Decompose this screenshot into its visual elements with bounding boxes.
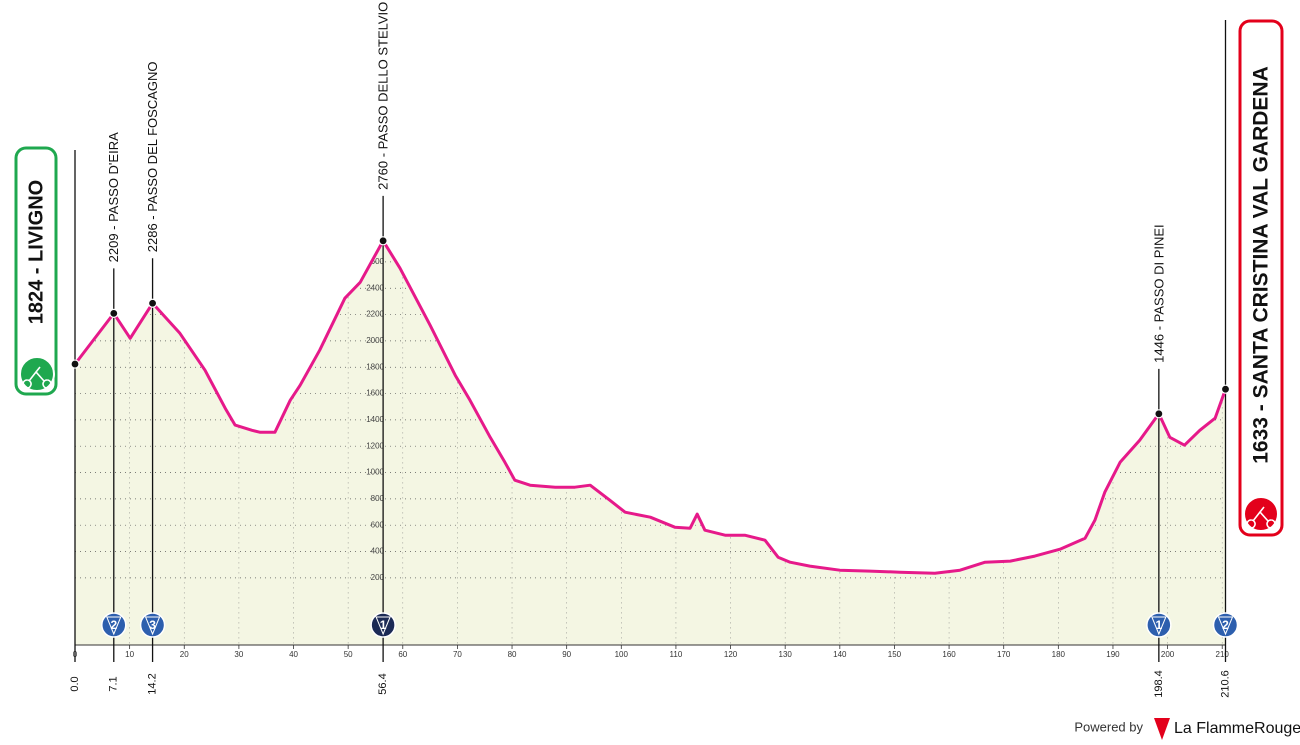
y-tick-label: 1600 (366, 389, 384, 398)
category-label: 1 (380, 618, 387, 632)
x-tick-label: 180 (1052, 650, 1066, 659)
bike-icon (1246, 506, 1276, 529)
powered-by: Powered by (1074, 719, 1143, 734)
x-tick-label: 20 (180, 650, 189, 659)
summit-dot (1220, 384, 1231, 394)
start-box (14, 146, 58, 396)
climb-label: 2760 - PASSO DELLO STELVIO (376, 2, 391, 190)
x-tick-label: 120 (724, 650, 738, 659)
y-tick-label: 2600 (366, 257, 384, 266)
x-tick-label: 70 (453, 650, 462, 659)
summit-dot (109, 308, 119, 318)
y-tick-label: 200 (371, 573, 385, 582)
x-tick-label: 210 (1216, 650, 1230, 659)
x-tick-label: 90 (562, 650, 571, 659)
profile-area (75, 240, 1226, 646)
km-label: 210.6 (1219, 670, 1231, 698)
brand-logo (1154, 718, 1170, 740)
start-label: 1824 - LIVIGNO (25, 180, 47, 325)
y-tick-label: 800 (371, 494, 385, 503)
y-tick-label: 1400 (366, 415, 384, 424)
x-tick-label: 160 (942, 650, 956, 659)
km-label: 0.0 (69, 676, 81, 691)
x-tick-label: 30 (234, 650, 243, 659)
y-tick-label: 1000 (366, 468, 384, 477)
badge-triangle (1151, 616, 1167, 636)
finish-label: 1633 - SANTA CRISTINA VAL GARDENA (1250, 66, 1273, 464)
km-label: 14.2 (146, 673, 158, 694)
x-tick-label: 110 (670, 650, 683, 659)
x-tick-label: 10 (125, 650, 134, 659)
y-tick-label: 2400 (366, 283, 384, 292)
badge-triangle (144, 616, 161, 636)
category-label: 1 (1156, 618, 1163, 632)
x-tick-label: 170 (997, 650, 1011, 659)
badge-triangle (375, 616, 391, 636)
area-layer (75, 240, 1226, 646)
climb-label: 1446 - PASSO DI PINEI (1151, 224, 1166, 362)
x-tick-label: 190 (1106, 650, 1120, 659)
km-label: 56.4 (377, 673, 389, 694)
start-dot (70, 359, 80, 369)
y-tick-label: 2000 (366, 336, 384, 345)
y-tick-label: 600 (371, 520, 385, 529)
x-tick-label: 50 (344, 650, 353, 659)
category-label: 2 (110, 618, 117, 632)
x-tick-label: 200 (1161, 650, 1175, 659)
km-label: 7.1 (108, 676, 120, 691)
x-tick-label: 130 (779, 650, 793, 659)
category-label: 3 (149, 618, 156, 632)
x-tick-label: 80 (508, 650, 517, 659)
summit-dot (147, 298, 158, 308)
x-tick-label: 140 (833, 650, 847, 659)
badge-triangle (1217, 616, 1234, 636)
finish-box (1238, 19, 1284, 537)
summit-dot (1154, 409, 1164, 419)
summit-dot (378, 236, 388, 246)
x-tick-label: 60 (398, 650, 407, 659)
climb-label: 2209 - PASSO D'EIRA (106, 132, 121, 262)
x-tick-label: 100 (615, 650, 629, 659)
badge-triangle (106, 616, 122, 636)
km-label: 198.4 (1153, 670, 1165, 698)
brand-name: La FlammeRouge (1174, 720, 1300, 737)
category-label: 2 (1222, 618, 1229, 632)
bike-icon (22, 366, 52, 389)
y-tick-label: 2200 (366, 310, 384, 319)
x-tick-label: 150 (888, 650, 902, 659)
y-tick-label: 1800 (366, 362, 384, 371)
y-tick-label: 400 (371, 547, 385, 556)
profile-line (73, 239, 1227, 575)
climb-label: 2286 - PASSO DEL FOSCAGNO (145, 61, 160, 252)
main-layer: 0102030405060708090100110120130140150160… (14, 2, 1284, 698)
x-tick-label: 40 (289, 650, 298, 659)
y-tick-label: 1200 (366, 441, 384, 450)
